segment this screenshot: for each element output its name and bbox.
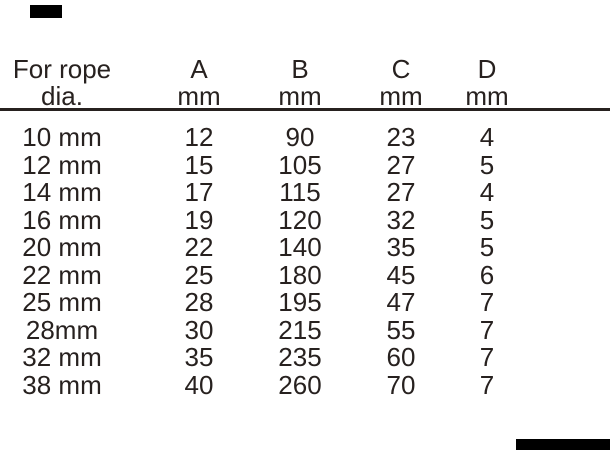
- cell-rope-dia: 12 mm: [22, 149, 102, 180]
- table-row: 14 mm 17 115 27 4: [0, 177, 610, 207]
- cell-d: 5: [479, 149, 495, 180]
- header-d-letter: D: [477, 54, 497, 84]
- cell-d: 5: [479, 204, 495, 235]
- header-b-letter: B: [291, 54, 309, 84]
- header-col-d: D mm: [457, 56, 517, 110]
- top-left-crop-mark: [30, 5, 62, 18]
- cell-b: 195: [278, 287, 322, 317]
- table-row: 25 mm 28 195 47 7: [0, 287, 610, 317]
- table-row: 12 mm 15 105 27 5: [0, 149, 610, 180]
- header-b-unit: mm: [278, 81, 322, 111]
- cell-d: 5: [479, 232, 495, 262]
- header-rope-dia: For rope dia.: [0, 56, 124, 110]
- table-body: 10 mm 12 90 23 4 12 mm 15 105 27 5 14 mm 17 115 27 4 16…: [0, 122, 610, 400]
- table-row: 32 mm 35 235 60 7: [0, 342, 610, 372]
- table-row: 20 mm 22 140 35 5: [0, 232, 610, 262]
- table-row: 10 mm 12 90 23 4: [0, 122, 610, 152]
- cell-d: 4: [479, 122, 495, 152]
- cell-a: 40: [184, 369, 214, 400]
- header-c-letter: C: [391, 54, 411, 84]
- header-row: For rope dia. A mm B mm C mm D mm: [0, 56, 610, 110]
- cell-d: 7: [479, 369, 495, 400]
- cell-rope-dia: 10 mm: [22, 122, 102, 152]
- table-row: 28mm 30 215 55 7: [0, 314, 610, 345]
- cell-a: 12: [184, 122, 214, 152]
- header-col-a: A mm: [169, 56, 229, 110]
- cell-a: 30: [184, 314, 214, 345]
- cell-b: 140: [278, 232, 322, 262]
- table-row: 38 mm 40 260 70 7: [0, 369, 610, 400]
- header-c-unit: mm: [379, 81, 423, 111]
- cell-c: 27: [386, 149, 416, 180]
- cell-a: 35: [184, 342, 214, 372]
- cell-rope-dia: 22 mm: [22, 259, 102, 290]
- cell-rope-dia: 28mm: [25, 314, 99, 345]
- header-a-letter: A: [190, 54, 208, 84]
- cell-c: 35: [386, 232, 416, 262]
- cell-c: 45: [386, 259, 416, 290]
- cell-d: 7: [479, 314, 495, 345]
- header-a-unit: mm: [177, 81, 221, 111]
- cell-rope-dia: 32 mm: [22, 342, 102, 372]
- cell-a: 17: [184, 177, 214, 207]
- cell-c: 60: [386, 342, 416, 372]
- cell-b: 215: [278, 314, 322, 345]
- cell-a: 22: [184, 232, 214, 262]
- table-header: For rope dia. A mm B mm C mm D mm: [0, 56, 610, 110]
- cell-rope-dia: 20 mm: [22, 232, 102, 262]
- cell-d: 4: [479, 177, 495, 207]
- cell-b: 90: [285, 122, 315, 152]
- bottom-right-crop-mark: [516, 439, 610, 450]
- cell-rope-dia: 25 mm: [22, 287, 102, 317]
- cell-b: 180: [278, 259, 322, 290]
- cell-rope-dia: 16 mm: [22, 204, 102, 235]
- cell-b: 120: [278, 204, 322, 235]
- cell-d: 6: [479, 259, 495, 290]
- header-col-c: C mm: [371, 56, 431, 110]
- cell-c: 47: [386, 287, 416, 317]
- cell-b: 105: [278, 149, 322, 180]
- cell-b: 235: [278, 342, 322, 372]
- cell-d: 7: [479, 342, 495, 372]
- header-divider-line: [0, 108, 610, 111]
- header-rope-line2: dia.: [41, 81, 83, 111]
- cell-a: 25: [184, 259, 214, 290]
- cell-c: 23: [386, 122, 416, 152]
- cell-c: 70: [386, 369, 416, 400]
- cell-a: 15: [184, 149, 214, 180]
- header-d-unit: mm: [465, 81, 509, 111]
- cell-c: 32: [386, 204, 416, 235]
- cell-a: 28: [184, 287, 214, 317]
- cell-c: 27: [386, 177, 416, 207]
- cell-rope-dia: 14 mm: [22, 177, 102, 207]
- header-col-b: B mm: [270, 56, 330, 110]
- table-row: 22 mm 25 180 45 6: [0, 259, 610, 290]
- header-rope-line1: For rope: [12, 54, 112, 84]
- cell-d: 7: [479, 287, 495, 317]
- cell-b: 260: [278, 369, 322, 400]
- table-row: 16 mm 19 120 32 5: [0, 204, 610, 235]
- cell-b: 115: [279, 177, 321, 207]
- cell-c: 55: [386, 314, 416, 345]
- cell-rope-dia: 38 mm: [22, 369, 102, 400]
- cell-a: 19: [184, 204, 214, 235]
